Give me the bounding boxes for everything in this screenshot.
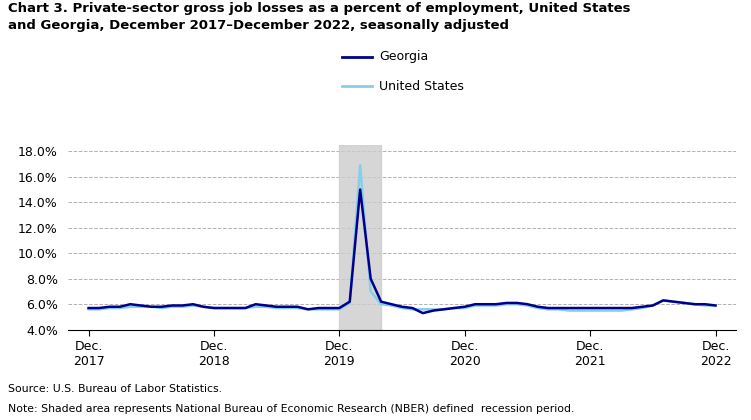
United States <box>711 303 720 308</box>
Georgia <box>418 311 427 316</box>
United States <box>303 307 312 312</box>
Georgia <box>84 305 93 310</box>
Text: Georgia: Georgia <box>379 50 429 63</box>
United States <box>648 303 657 308</box>
Text: United States: United States <box>379 80 464 92</box>
Georgia <box>231 305 240 310</box>
Georgia <box>210 305 219 310</box>
Georgia <box>711 303 720 308</box>
United States <box>471 303 480 308</box>
United States <box>429 307 438 312</box>
Line: Georgia: Georgia <box>89 189 716 313</box>
Text: Source: U.S. Bureau of Labor Statistics.: Source: U.S. Bureau of Labor Statistics. <box>8 384 222 394</box>
Georgia <box>439 307 448 312</box>
Text: Chart 3. Private-sector gross job losses as a percent of employment, United Stat: Chart 3. Private-sector gross job losses… <box>8 2 630 15</box>
United States <box>84 307 93 312</box>
United States <box>565 308 574 313</box>
Georgia <box>648 303 657 308</box>
United States <box>231 305 240 310</box>
Bar <box>339 145 381 330</box>
United States <box>210 305 219 310</box>
Line: United States: United States <box>89 165 716 310</box>
Georgia <box>481 302 490 307</box>
Georgia <box>356 187 365 192</box>
United States <box>356 163 365 168</box>
Text: and Georgia, December 2017–December 2022, seasonally adjusted: and Georgia, December 2017–December 2022… <box>8 19 508 32</box>
Georgia <box>303 307 312 312</box>
Text: Note: Shaded area represents National Bureau of Economic Research (NBER) defined: Note: Shaded area represents National Bu… <box>8 404 574 414</box>
